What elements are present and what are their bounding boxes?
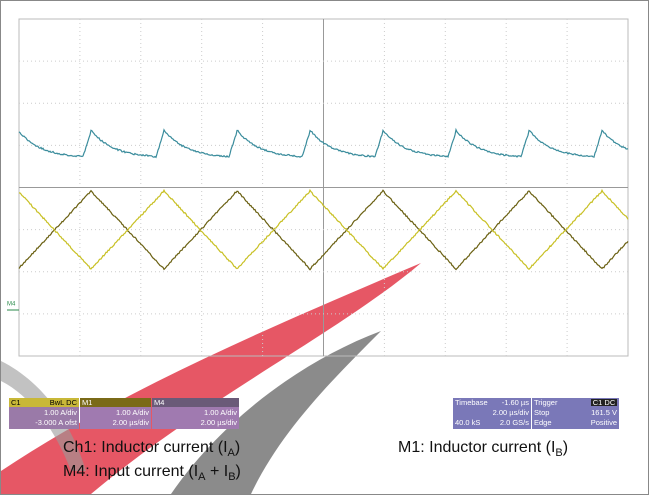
caption-text: ): [235, 439, 240, 456]
timebase-label: Timebase: [455, 398, 488, 407]
trigger-level: 161.5 V: [591, 408, 617, 417]
m1-timebase: 2.00 µs/div: [113, 418, 150, 427]
caption-sub: B: [228, 471, 235, 483]
m1-scale: 1.00 A/div: [116, 408, 149, 417]
caption-text: + I: [206, 463, 229, 480]
c1-coupling: BwL DC: [50, 398, 78, 407]
m4-timebase: 2.00 µs/div: [201, 418, 238, 427]
caption: M4: Input current (IA + IB): [63, 463, 241, 483]
m4-name: M4: [154, 398, 164, 407]
trigger-mode: Stop: [534, 408, 549, 417]
timebase-rate: 2.0 GS/s: [500, 418, 529, 427]
ground-marker: M4: [7, 302, 16, 308]
m1-name: M1: [82, 398, 92, 407]
timebase-scale: 2.00 µs/div: [493, 408, 530, 417]
c1-name: C1: [11, 398, 21, 407]
caption: M1: Inductor current (IB): [398, 439, 568, 459]
caption-sub: A: [228, 447, 235, 459]
graticule: [19, 19, 628, 356]
caption-text: ): [236, 463, 241, 480]
trigger-slope: Positive: [591, 418, 617, 427]
m4-scale: 1.00 A/div: [204, 408, 237, 417]
trigger-source: C1 DC: [593, 398, 616, 407]
trigger-type: Edge: [534, 418, 552, 427]
c1-scale: 1.00 A/div: [44, 408, 77, 417]
c1-offset: -3.000 A ofst: [35, 418, 78, 427]
caption-sub: B: [555, 447, 562, 459]
m4-header: [152, 398, 239, 407]
caption-text: M1: Inductor current (I: [398, 439, 555, 456]
timebase-delay: -1.60 µs: [502, 398, 529, 407]
caption-text: M4: Input current (I: [63, 463, 198, 480]
caption: Ch1: Inductor current (IA): [63, 439, 240, 459]
caption-text: Ch1: Inductor current (I: [63, 439, 228, 456]
timebase-samples: 40.0 kS: [455, 418, 480, 427]
caption-sub: A: [198, 471, 205, 483]
caption-text: ): [563, 439, 568, 456]
trigger-label: Trigger: [534, 398, 558, 407]
